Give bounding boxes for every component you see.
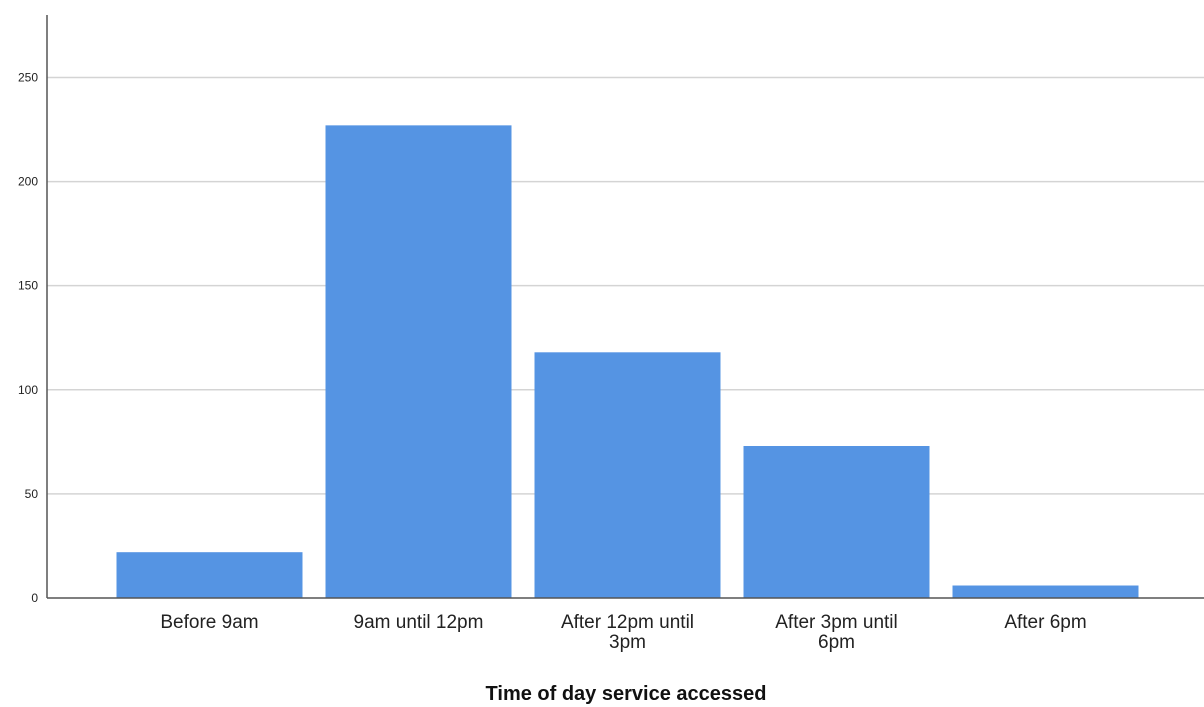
bars (116, 125, 1139, 598)
bar (325, 125, 512, 598)
y-tick-label: 200 (18, 175, 38, 189)
x-tick-label: After 3pm until 6pm (775, 612, 898, 653)
y-tick-label: 150 (18, 279, 38, 293)
bar (743, 446, 930, 598)
bar (116, 552, 303, 598)
axes (46, 15, 1204, 599)
x-tick-label: After 6pm (1004, 612, 1086, 633)
bar (952, 585, 1139, 598)
x-tick-label: 9am until 12pm (354, 612, 484, 633)
y-tick-label: 0 (31, 591, 38, 605)
x-tick-labels: Before 9am 9am until 12pm After 12pm until… (160, 612, 1086, 653)
y-tick-label: 250 (18, 70, 38, 84)
gridlines (47, 76, 1204, 495)
y-tick-labels: 0 50 100 150 200 250 (18, 70, 38, 605)
x-axis-title: Time of day service accessed (486, 683, 767, 705)
y-tick-label: 50 (25, 487, 39, 501)
x-tick-label: Before 9am (160, 612, 258, 633)
x-tick-label: After 12pm until 3pm (561, 612, 694, 653)
y-tick-label: 100 (18, 383, 38, 397)
bar (534, 352, 721, 598)
